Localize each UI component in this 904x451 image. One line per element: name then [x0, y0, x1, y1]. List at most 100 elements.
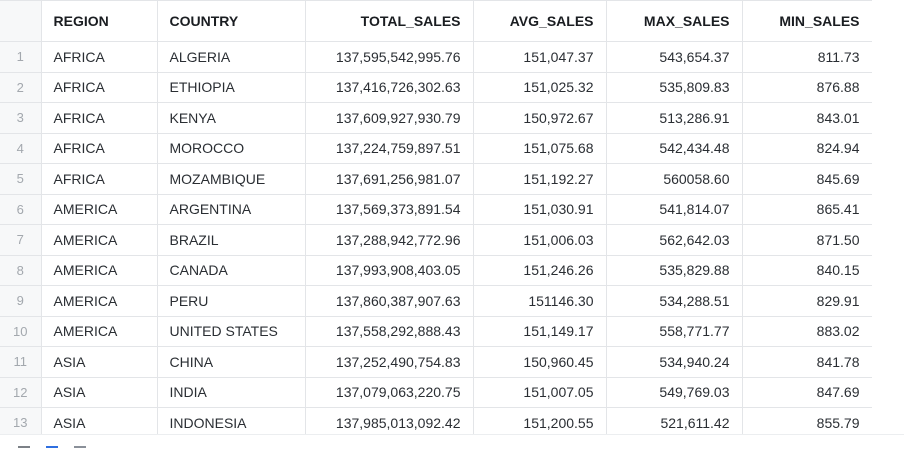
- cell-avg-sales[interactable]: 150,960.45: [473, 346, 607, 378]
- table-row[interactable]: 8 AMERICA CANADA 137,993,908,403.05 151,…: [0, 255, 872, 286]
- cell-max-sales[interactable]: 542,434.48: [606, 133, 743, 164]
- cell-total-sales[interactable]: 137,558,292,888.43: [305, 316, 474, 347]
- cell-max-sales[interactable]: 549,769.03: [606, 377, 743, 408]
- column-header-avg-sales[interactable]: AVG_SALES: [473, 0, 607, 42]
- table-row[interactable]: 5 AFRICA MOZAMBIQUE 137,691,256,981.07 1…: [0, 163, 872, 195]
- cell-region[interactable]: AFRICA: [41, 102, 158, 134]
- cell-max-sales[interactable]: 541,814.07: [606, 194, 743, 225]
- cell-country[interactable]: MOZAMBIQUE: [157, 163, 306, 195]
- cell-region[interactable]: AMERICA: [41, 316, 158, 347]
- cell-region[interactable]: AFRICA: [41, 41, 158, 73]
- cell-region[interactable]: AMERICA: [41, 255, 158, 286]
- cell-avg-sales[interactable]: 151146.30: [473, 285, 607, 317]
- cell-region[interactable]: AFRICA: [41, 133, 158, 164]
- table-row[interactable]: 9 AMERICA PERU 137,860,387,907.63 151146…: [0, 285, 872, 317]
- cell-country[interactable]: CANADA: [157, 255, 306, 286]
- cell-min-sales[interactable]: 865.41: [742, 194, 872, 225]
- cell-total-sales[interactable]: 137,609,927,930.79: [305, 102, 474, 134]
- column-header-region[interactable]: REGION: [41, 0, 158, 42]
- cell-min-sales[interactable]: 876.88: [742, 72, 872, 103]
- table-row[interactable]: 2 AFRICA ETHIOPIA 137,416,726,302.63 151…: [0, 72, 872, 103]
- cell-region[interactable]: AMERICA: [41, 285, 158, 317]
- cell-country[interactable]: MOROCCO: [157, 133, 306, 164]
- results-grid[interactable]: REGION COUNTRY TOTAL_SALES AVG_SALES MAX…: [0, 0, 872, 434]
- cell-avg-sales[interactable]: 151,192.27: [473, 163, 607, 195]
- cell-region[interactable]: AFRICA: [41, 72, 158, 103]
- cell-min-sales[interactable]: 847.69: [742, 377, 872, 408]
- table-view-icon[interactable]: [46, 446, 58, 451]
- cell-avg-sales[interactable]: 151,200.55: [473, 407, 607, 434]
- cell-total-sales[interactable]: 137,860,387,907.63: [305, 285, 474, 317]
- cell-avg-sales[interactable]: 151,246.26: [473, 255, 607, 286]
- cell-max-sales[interactable]: 513,286.91: [606, 102, 743, 134]
- grid-view-icon[interactable]: [18, 446, 30, 451]
- cell-country[interactable]: ALGERIA: [157, 41, 306, 73]
- cell-country[interactable]: BRAZIL: [157, 224, 306, 256]
- cell-total-sales[interactable]: 137,079,063,220.75: [305, 377, 474, 408]
- cell-avg-sales[interactable]: 151,149.17: [473, 316, 607, 347]
- cell-total-sales[interactable]: 137,288,942,772.96: [305, 224, 474, 256]
- cell-avg-sales[interactable]: 151,007.05: [473, 377, 607, 408]
- column-header-min-sales[interactable]: MIN_SALES: [742, 0, 872, 42]
- cell-country[interactable]: INDIA: [157, 377, 306, 408]
- cell-total-sales[interactable]: 137,993,908,403.05: [305, 255, 474, 286]
- chart-view-icon[interactable]: [74, 446, 86, 451]
- cell-min-sales[interactable]: 841.78: [742, 346, 872, 378]
- cell-total-sales[interactable]: 137,691,256,981.07: [305, 163, 474, 195]
- cell-min-sales[interactable]: 855.79: [742, 407, 872, 434]
- cell-min-sales[interactable]: 824.94: [742, 133, 872, 164]
- table-row[interactable]: 12 ASIA INDIA 137,079,063,220.75 151,007…: [0, 377, 872, 408]
- cell-max-sales[interactable]: 535,829.88: [606, 255, 743, 286]
- cell-min-sales[interactable]: 843.01: [742, 102, 872, 134]
- cell-total-sales[interactable]: 137,252,490,754.83: [305, 346, 474, 378]
- cell-country[interactable]: UNITED STATES: [157, 316, 306, 347]
- cell-min-sales[interactable]: 883.02: [742, 316, 872, 347]
- cell-avg-sales[interactable]: 151,047.37: [473, 41, 607, 73]
- cell-avg-sales[interactable]: 151,030.91: [473, 194, 607, 225]
- cell-max-sales[interactable]: 558,771.77: [606, 316, 743, 347]
- table-row[interactable]: 6 AMERICA ARGENTINA 137,569,373,891.54 1…: [0, 194, 872, 225]
- cell-region[interactable]: ASIA: [41, 377, 158, 408]
- cell-min-sales[interactable]: 840.15: [742, 255, 872, 286]
- cell-total-sales[interactable]: 137,595,542,995.76: [305, 41, 474, 73]
- cell-region[interactable]: AMERICA: [41, 224, 158, 256]
- table-row[interactable]: 1 AFRICA ALGERIA 137,595,542,995.76 151,…: [0, 41, 872, 73]
- cell-max-sales[interactable]: 562,642.03: [606, 224, 743, 256]
- cell-country[interactable]: ETHIOPIA: [157, 72, 306, 103]
- cell-max-sales[interactable]: 535,809.83: [606, 72, 743, 103]
- cell-min-sales[interactable]: 829.91: [742, 285, 872, 317]
- cell-country[interactable]: KENYA: [157, 102, 306, 134]
- column-header-total-sales[interactable]: TOTAL_SALES: [305, 0, 474, 42]
- cell-country[interactable]: INDONESIA: [157, 407, 306, 434]
- table-row[interactable]: 7 AMERICA BRAZIL 137,288,942,772.96 151,…: [0, 224, 872, 256]
- cell-max-sales[interactable]: 521,611.42: [606, 407, 743, 434]
- cell-region[interactable]: AFRICA: [41, 163, 158, 195]
- cell-country[interactable]: PERU: [157, 285, 306, 317]
- cell-country[interactable]: CHINA: [157, 346, 306, 378]
- cell-region[interactable]: ASIA: [41, 407, 158, 434]
- cell-max-sales[interactable]: 534,288.51: [606, 285, 743, 317]
- table-row[interactable]: 10 AMERICA UNITED STATES 137,558,292,888…: [0, 316, 872, 347]
- column-header-country[interactable]: COUNTRY: [157, 0, 306, 42]
- cell-avg-sales[interactable]: 151,006.03: [473, 224, 607, 256]
- cell-avg-sales[interactable]: 150,972.67: [473, 102, 607, 134]
- cell-min-sales[interactable]: 811.73: [742, 41, 872, 73]
- cell-min-sales[interactable]: 845.69: [742, 163, 872, 195]
- cell-max-sales[interactable]: 534,940.24: [606, 346, 743, 378]
- table-row[interactable]: 3 AFRICA KENYA 137,609,927,930.79 150,97…: [0, 102, 872, 134]
- cell-total-sales[interactable]: 137,224,759,897.51: [305, 133, 474, 164]
- table-row[interactable]: 13 ASIA INDONESIA 137,985,013,092.42 151…: [0, 407, 872, 434]
- cell-region[interactable]: ASIA: [41, 346, 158, 378]
- cell-total-sales[interactable]: 137,985,013,092.42: [305, 407, 474, 434]
- cell-country[interactable]: ARGENTINA: [157, 194, 306, 225]
- cell-total-sales[interactable]: 137,569,373,891.54: [305, 194, 474, 225]
- table-row[interactable]: 4 AFRICA MOROCCO 137,224,759,897.51 151,…: [0, 133, 872, 164]
- cell-max-sales[interactable]: 560058.60: [606, 163, 743, 195]
- cell-total-sales[interactable]: 137,416,726,302.63: [305, 72, 474, 103]
- cell-max-sales[interactable]: 543,654.37: [606, 41, 743, 73]
- column-header-max-sales[interactable]: MAX_SALES: [606, 0, 743, 42]
- table-row[interactable]: 11 ASIA CHINA 137,252,490,754.83 150,960…: [0, 346, 872, 378]
- cell-min-sales[interactable]: 871.50: [742, 224, 872, 256]
- cell-region[interactable]: AMERICA: [41, 194, 158, 225]
- cell-avg-sales[interactable]: 151,075.68: [473, 133, 607, 164]
